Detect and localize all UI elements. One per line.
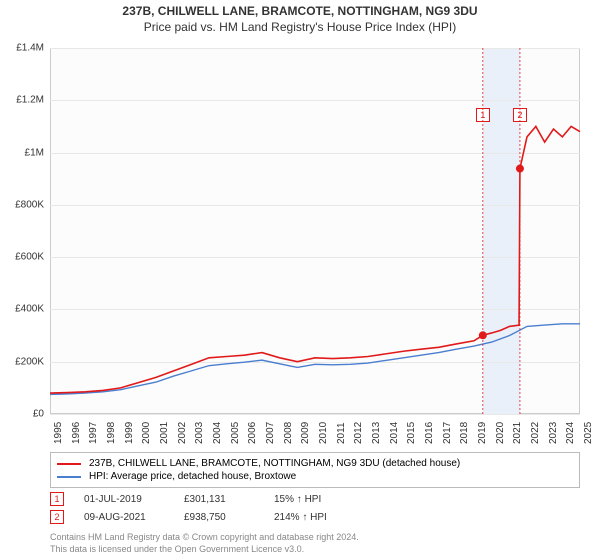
x-tick-label: 2019 [477, 422, 488, 444]
legend-swatch-blue [57, 476, 81, 478]
x-tick-label: 2015 [406, 422, 417, 444]
x-tick-label: 2001 [159, 422, 170, 444]
legend-row-hpi: HPI: Average price, detached house, Brox… [57, 470, 573, 483]
grid-line [50, 414, 580, 415]
x-tick-label: 2008 [283, 422, 294, 444]
y-tick-label: £600K [0, 252, 44, 263]
x-tick-label: 2000 [141, 422, 152, 444]
y-tick-label: £1.2M [0, 95, 44, 106]
x-tick-label: 2024 [565, 422, 576, 444]
sale-row-2: 2 09-AUG-2021 £938,750 214% ↑ HPI [50, 510, 580, 524]
x-tick-label: 1995 [53, 422, 64, 444]
chart-title-main: 237B, CHILWELL LANE, BRAMCOTE, NOTTINGHA… [0, 4, 600, 18]
x-tick-label: 1997 [88, 422, 99, 444]
x-tick-label: 2021 [512, 422, 523, 444]
x-tick-label: 2025 [583, 422, 594, 444]
sale-pct-1: 15% ↑ HPI [274, 494, 364, 505]
legend-swatch-red [57, 463, 81, 465]
series-property-line [50, 126, 580, 393]
x-tick-label: 2022 [530, 422, 541, 444]
x-tick-label: 2004 [212, 422, 223, 444]
y-tick-label: £400K [0, 304, 44, 315]
sales-table: 1 01-JUL-2019 £301,131 15% ↑ HPI 2 09-AU… [50, 492, 580, 528]
y-tick-label: £1.4M [0, 43, 44, 54]
chart-title-block: 237B, CHILWELL LANE, BRAMCOTE, NOTTINGHA… [0, 0, 600, 34]
x-tick-label: 2023 [548, 422, 559, 444]
x-tick-label: 1998 [106, 422, 117, 444]
sale-date-2: 09-AUG-2021 [84, 512, 164, 523]
sale-badge-1: 1 [50, 492, 64, 506]
x-tick-label: 2018 [459, 422, 470, 444]
x-tick-label: 2010 [318, 422, 329, 444]
sale-price-1: £301,131 [184, 494, 254, 505]
y-tick-label: £800K [0, 199, 44, 210]
attribution-text: Contains HM Land Registry data © Crown c… [50, 532, 359, 555]
sale-pct-2: 214% ↑ HPI [274, 512, 364, 523]
y-tick-label: £0 [0, 409, 44, 420]
x-tick-label: 2013 [371, 422, 382, 444]
x-tick-label: 2020 [495, 422, 506, 444]
x-tick-label: 2009 [300, 422, 311, 444]
plot-area: £0£200K£400K£600K£800K£1M£1.2M£1.4M19951… [50, 48, 580, 414]
y-tick-label: £1M [0, 147, 44, 158]
sale-row-1: 1 01-JUL-2019 £301,131 15% ↑ HPI [50, 492, 580, 506]
sale-marker-dot [516, 165, 524, 173]
x-tick-label: 1999 [124, 422, 135, 444]
sale-marker-dot [479, 331, 487, 339]
x-tick-label: 2003 [194, 422, 205, 444]
y-tick-label: £200K [0, 356, 44, 367]
legend: 237B, CHILWELL LANE, BRAMCOTE, NOTTINGHA… [50, 452, 580, 488]
sale-price-2: £938,750 [184, 512, 254, 523]
sale-date-1: 01-JUL-2019 [84, 494, 164, 505]
line-layer [50, 48, 580, 414]
attribution-line1: Contains HM Land Registry data © Crown c… [50, 532, 359, 544]
x-tick-label: 2006 [247, 422, 258, 444]
x-tick-label: 1996 [71, 422, 82, 444]
series-hpi-line [50, 324, 580, 395]
x-tick-label: 2007 [265, 422, 276, 444]
legend-label-property: 237B, CHILWELL LANE, BRAMCOTE, NOTTINGHA… [89, 458, 460, 469]
x-tick-label: 2017 [442, 422, 453, 444]
x-tick-label: 2016 [424, 422, 435, 444]
x-tick-label: 2011 [336, 422, 347, 444]
legend-row-property: 237B, CHILWELL LANE, BRAMCOTE, NOTTINGHA… [57, 457, 573, 470]
x-tick-label: 2002 [177, 422, 188, 444]
legend-label-hpi: HPI: Average price, detached house, Brox… [89, 471, 296, 482]
chart-title-sub: Price paid vs. HM Land Registry's House … [0, 20, 600, 34]
attribution-line2: This data is licensed under the Open Gov… [50, 544, 359, 556]
x-tick-label: 2005 [230, 422, 241, 444]
chart-container: 237B, CHILWELL LANE, BRAMCOTE, NOTTINGHA… [0, 0, 600, 560]
x-tick-label: 2012 [353, 422, 364, 444]
sale-badge-2: 2 [50, 510, 64, 524]
x-tick-label: 2014 [389, 422, 400, 444]
